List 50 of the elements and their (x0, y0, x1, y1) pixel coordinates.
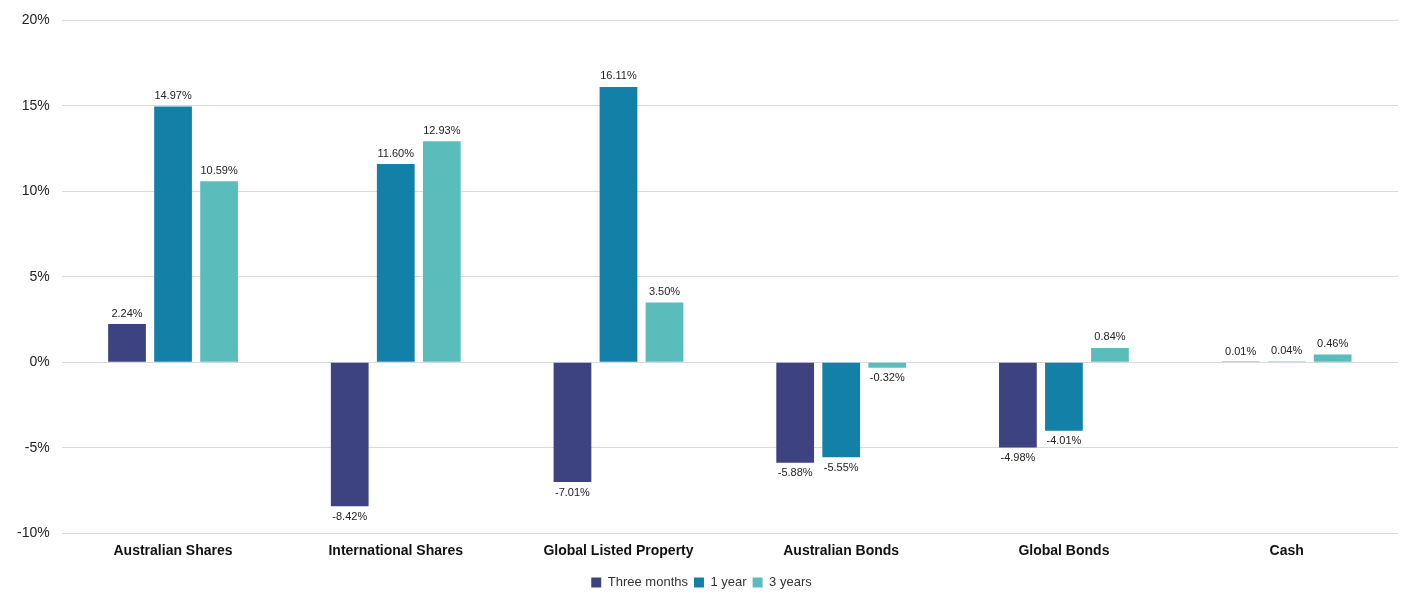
x-tick-label: Australian Shares (113, 542, 233, 559)
bar (822, 362, 861, 458)
data-label: -7.01% (555, 485, 591, 498)
bar (422, 141, 461, 362)
x-tick-label: International Shares (328, 542, 464, 559)
y-tick-label: 15% (21, 96, 50, 113)
data-label: -5.88% (777, 466, 813, 479)
x-tick-label: Global Bonds (1018, 542, 1110, 559)
y-tick-label: 0% (29, 353, 50, 370)
data-label: 16.11% (600, 69, 637, 82)
data-label: 11.60% (377, 146, 415, 159)
bar (776, 362, 815, 463)
x-tick-label: Global Listed Property (543, 542, 694, 559)
legend-label: 1 year (710, 574, 748, 590)
x-tick-label: Cash (1269, 542, 1304, 559)
bar (1313, 354, 1352, 362)
y-tick-label: 10% (21, 182, 50, 199)
y-tick-label: 5% (29, 267, 50, 284)
bar (868, 362, 907, 368)
data-label: 0.84% (1094, 330, 1126, 343)
data-label: -0.32% (869, 371, 905, 384)
data-label: -4.98% (1000, 450, 1036, 463)
data-label: 2.24% (111, 306, 143, 319)
bar (376, 163, 415, 362)
bar (1045, 362, 1083, 431)
data-label: -8.42% (332, 509, 368, 522)
data-label: 12.93% (423, 123, 461, 136)
y-tick-label: -10% (17, 524, 50, 541)
bar (154, 106, 192, 362)
data-label: 0.04% (1271, 344, 1303, 357)
y-tick-label: -5% (24, 438, 50, 455)
bar (553, 362, 592, 483)
bar (1091, 347, 1129, 362)
bar (599, 86, 638, 362)
y-tick-label: 20% (21, 11, 50, 28)
data-label: 0.46% (1317, 336, 1349, 349)
data-label: 14.97% (154, 88, 192, 101)
bar (108, 323, 146, 362)
bar (200, 181, 238, 362)
x-tick-label: Australian Bonds (783, 542, 900, 559)
bar (999, 362, 1037, 448)
bar (330, 362, 369, 507)
legend-label: Three months (607, 574, 689, 590)
data-label: -4.01% (1046, 434, 1082, 447)
legend-label: 3 years (769, 574, 813, 590)
data-label: 3.50% (648, 284, 681, 297)
data-label: -5.55% (823, 460, 859, 473)
data-label: 0.01% (1225, 344, 1257, 357)
data-label: 10.59% (200, 163, 238, 176)
bar (645, 302, 684, 362)
